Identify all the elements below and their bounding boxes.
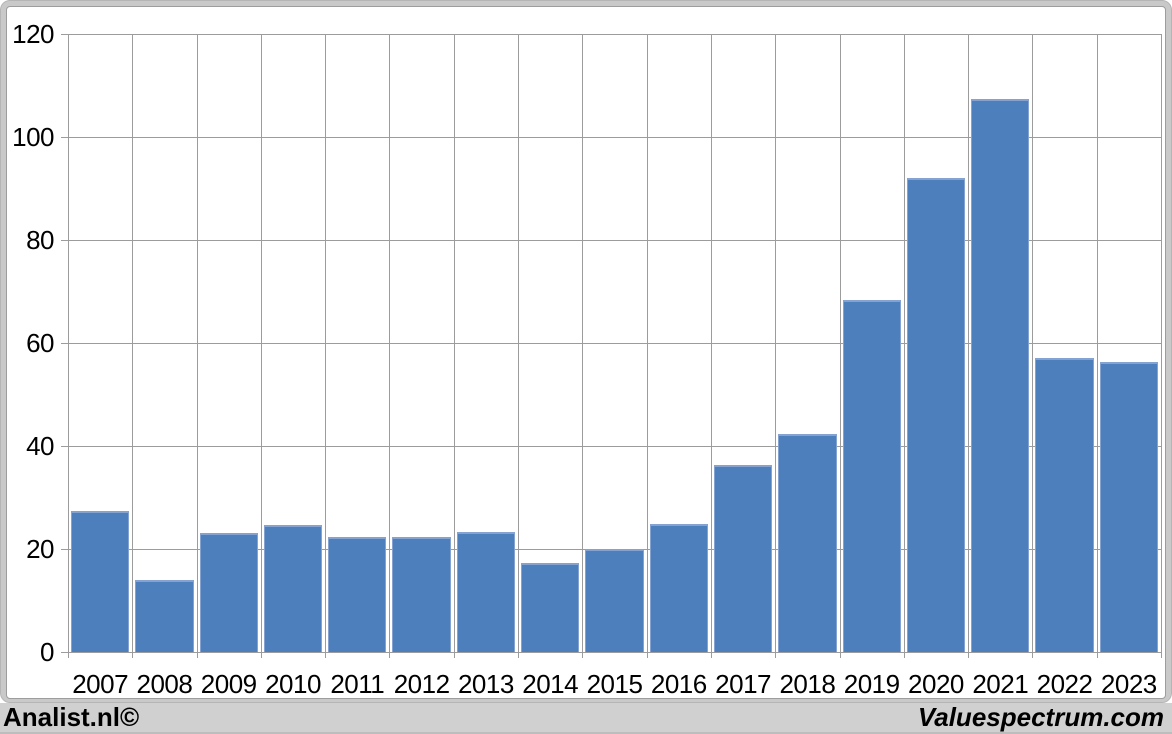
y-axis-tick bbox=[61, 549, 68, 550]
credits-footer: Analist.nl© Valuespectrum.com bbox=[0, 703, 1172, 734]
bar-2013 bbox=[456, 532, 516, 652]
y-axis-label: 60 bbox=[26, 328, 54, 358]
horizontal-gridline bbox=[68, 240, 1161, 241]
x-axis-tick bbox=[261, 652, 262, 658]
x-axis-label: 2016 bbox=[650, 669, 707, 699]
x-axis-tick bbox=[1161, 652, 1162, 658]
y-axis-tick bbox=[61, 34, 68, 35]
x-axis-tick bbox=[518, 652, 519, 658]
x-axis-tick bbox=[325, 652, 326, 658]
x-axis-label: 2007 bbox=[72, 669, 129, 699]
vertical-gridline bbox=[840, 34, 841, 652]
vertical-gridline bbox=[68, 34, 69, 652]
vertical-gridline bbox=[132, 34, 133, 652]
vertical-gridline bbox=[454, 34, 455, 652]
horizontal-gridline bbox=[68, 137, 1161, 138]
x-axis-label: 2008 bbox=[136, 669, 193, 699]
x-axis-tick bbox=[68, 652, 69, 658]
x-axis-tick bbox=[197, 652, 198, 658]
x-axis-label: 2019 bbox=[843, 669, 900, 699]
bar-2007 bbox=[71, 511, 130, 652]
y-axis-tick bbox=[61, 446, 68, 447]
x-axis-label: 2023 bbox=[1100, 669, 1157, 699]
bar-2023 bbox=[1099, 361, 1158, 652]
y-axis-label: 0 bbox=[40, 637, 54, 667]
y-axis-tick bbox=[61, 343, 68, 344]
x-axis-label: 2011 bbox=[330, 669, 385, 699]
x-axis-tick bbox=[904, 652, 905, 658]
x-axis-label: 2015 bbox=[586, 669, 643, 699]
vertical-gridline bbox=[968, 34, 969, 652]
y-axis-tick bbox=[61, 137, 68, 138]
x-axis-label: 2012 bbox=[393, 669, 450, 699]
x-axis-tick bbox=[132, 652, 133, 658]
x-axis-tick bbox=[1097, 652, 1098, 658]
chart-frame: 0 20 40 60 80 100 120 2007 2008 2009 2010 2011 2012 2… bbox=[0, 0, 1172, 703]
vertical-gridline bbox=[197, 34, 198, 652]
horizontal-gridline bbox=[68, 446, 1161, 447]
x-axis-tick bbox=[582, 652, 583, 658]
y-axis-label: 40 bbox=[26, 431, 54, 461]
x-axis-tick bbox=[647, 652, 648, 658]
horizontal-gridline bbox=[68, 652, 1161, 653]
horizontal-gridline bbox=[68, 343, 1161, 344]
x-axis-label: 2009 bbox=[200, 669, 257, 699]
bar-2019 bbox=[842, 300, 901, 652]
y-axis-label: 100 bbox=[12, 122, 54, 152]
analist-credit: Analist.nl© bbox=[3, 702, 140, 732]
vertical-gridline bbox=[1097, 34, 1098, 652]
bar-2015 bbox=[585, 549, 644, 652]
x-axis-label: 2013 bbox=[457, 669, 514, 699]
vertical-gridline bbox=[775, 34, 776, 652]
vertical-gridline bbox=[261, 34, 262, 652]
vertical-gridline bbox=[518, 34, 519, 652]
vertical-gridline bbox=[389, 34, 390, 652]
x-axis-label: 2022 bbox=[1036, 669, 1093, 699]
bar-2017 bbox=[713, 465, 773, 652]
bar-2011 bbox=[328, 536, 387, 652]
x-axis-label: 2017 bbox=[715, 669, 771, 699]
y-axis-tick bbox=[61, 652, 68, 653]
vertical-gridline bbox=[582, 34, 583, 652]
x-axis-tick bbox=[389, 652, 390, 658]
bar-2016 bbox=[649, 524, 708, 652]
bar-2009 bbox=[199, 532, 258, 652]
valuespectrum-credit: Valuespectrum.com bbox=[917, 702, 1164, 732]
plot-area: 0 20 40 60 80 100 120 2007 2008 2009 2010 2011 2012 2… bbox=[12, 19, 1162, 699]
x-axis-tick bbox=[1032, 652, 1033, 658]
x-axis-label: 2014 bbox=[522, 669, 579, 699]
y-axis-label: 20 bbox=[26, 534, 54, 564]
vertical-gridline bbox=[711, 34, 712, 652]
horizontal-gridline bbox=[68, 34, 1161, 35]
x-axis-tick bbox=[775, 652, 776, 658]
y-axis-tick bbox=[61, 240, 68, 241]
bar-2014 bbox=[521, 562, 580, 652]
x-axis-tick bbox=[711, 652, 712, 658]
vertical-gridline bbox=[647, 34, 648, 652]
vertical-gridline bbox=[325, 34, 326, 652]
vertical-gridline bbox=[1161, 34, 1162, 652]
x-axis-label: 2020 bbox=[908, 669, 964, 699]
vertical-gridline bbox=[904, 34, 905, 652]
vertical-gridline bbox=[1032, 34, 1033, 652]
bar-2008 bbox=[135, 579, 194, 652]
x-axis-label: 2018 bbox=[779, 669, 836, 699]
x-axis-label: 2021 bbox=[972, 669, 1029, 699]
x-axis-tick bbox=[454, 652, 455, 658]
x-axis-tick bbox=[840, 652, 841, 658]
y-axis-label: 120 bbox=[12, 19, 54, 49]
x-axis-tick bbox=[968, 652, 969, 658]
bar-2010 bbox=[263, 524, 323, 652]
bar-2020 bbox=[906, 177, 966, 652]
bar-2012 bbox=[392, 536, 451, 652]
bar-2021 bbox=[971, 98, 1030, 652]
bar-2018 bbox=[778, 433, 837, 652]
y-axis-label: 80 bbox=[26, 225, 54, 255]
bar-2022 bbox=[1035, 358, 1094, 652]
x-axis-label: 2010 bbox=[265, 669, 321, 699]
